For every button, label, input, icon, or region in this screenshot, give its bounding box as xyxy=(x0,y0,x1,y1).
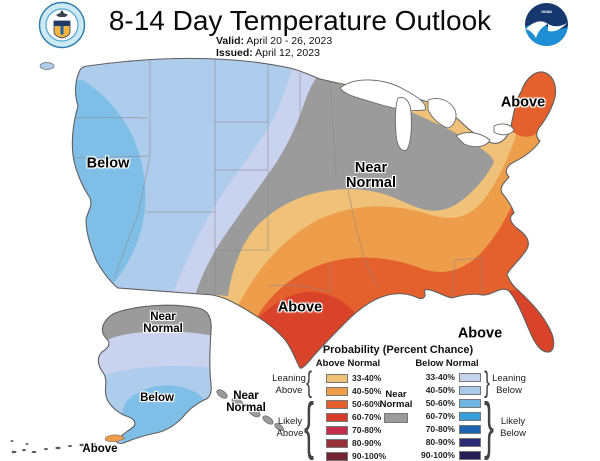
noaa-logo: noaa xyxy=(525,3,568,46)
legend-range-below: 80-90% xyxy=(425,437,455,447)
issued-value: April 12, 2023 xyxy=(255,47,320,59)
legend-range-below: 50-60% xyxy=(425,398,455,408)
legend-below-header: Below Normal xyxy=(415,358,479,369)
legend-range-below: 60-70% xyxy=(425,411,455,421)
legend-swatch-above-40-50 xyxy=(326,387,348,396)
legend-likely-above: Likely Above xyxy=(276,416,304,439)
label-panhandle-near-normal: Near Normal xyxy=(226,390,266,414)
aleutian-islands xyxy=(10,440,96,454)
legend-likely-below: Likely Below xyxy=(500,416,526,439)
legend-swatch-near-normal xyxy=(384,413,408,423)
label-aleutians-above: Above xyxy=(82,443,118,456)
page-title: 8-14 Day Temperature Outlook xyxy=(108,5,492,36)
valid-label: Valid: xyxy=(216,35,245,47)
label-northeast-above: Above xyxy=(500,94,546,111)
legend-swatch-below-70-80 xyxy=(459,425,481,434)
legend-range-above: 40-50% xyxy=(352,386,382,396)
legend-swatch-above-50-60 xyxy=(326,400,348,409)
great-lakes xyxy=(339,79,515,151)
legend-swatch-above-70-80 xyxy=(326,426,348,435)
legend-swatch-above-80-90 xyxy=(326,439,348,448)
noaa-logo-text: noaa xyxy=(541,9,552,14)
legend-swatch-below-80-90 xyxy=(459,438,481,447)
brace-likely-above: { xyxy=(304,390,315,461)
aleutians-above-sliver xyxy=(104,434,126,442)
valid-issued-block: Valid: April 20 - 26, 2023 Issued: April… xyxy=(216,35,332,59)
legend-range-above: 33-40% xyxy=(352,373,382,383)
pacific-northwest-islands xyxy=(39,62,55,70)
legend-range-above: 60-70% xyxy=(352,412,382,422)
legend-near-normal-label: Near Normal xyxy=(379,389,413,410)
label-alaska-near-normal: Near Normal xyxy=(143,311,183,335)
brace-likely-below: } xyxy=(484,390,495,461)
legend-range-above: 90-100% xyxy=(352,451,387,461)
label-midwest-near-normal: Near Normal xyxy=(346,159,396,191)
legend-leaning-below: Leaning Below xyxy=(492,373,526,396)
legend-range-below: 70-80% xyxy=(425,424,455,434)
legend-range-below: 90-100% xyxy=(420,450,455,460)
commerce-seal-logo xyxy=(38,1,86,49)
legend-title: Probability (Percent Chance) xyxy=(322,344,474,356)
legend-swatch-below-33-40 xyxy=(459,373,481,382)
legend-above-header: Above Normal xyxy=(315,358,381,369)
issued-label: Issued: xyxy=(216,47,253,59)
legend-range-above: 50-60% xyxy=(352,399,382,409)
region-above-60-70-florida xyxy=(493,285,556,362)
legend-leaning-above: Leaning Above xyxy=(272,373,306,396)
region-near-normal xyxy=(196,76,494,296)
alaska-panhandle-islands xyxy=(216,389,284,431)
legend-range-below: 33-40% xyxy=(425,372,455,382)
legend-range-above: 80-90% xyxy=(352,438,382,448)
conus-outline xyxy=(71,57,557,369)
brace-leaning-above: { xyxy=(306,366,313,399)
legend-swatch-below-90-100 xyxy=(459,451,481,460)
legend-range-above: 70-80% xyxy=(352,425,382,435)
label-west-below: Below xyxy=(86,155,130,172)
label-alaska-below: Below xyxy=(140,392,174,405)
valid-value: April 20 - 26, 2023 xyxy=(246,35,333,47)
legend-swatch-above-60-70 xyxy=(326,413,348,422)
label-texas-above: Above xyxy=(277,299,323,316)
legend-swatch-below-50-60 xyxy=(459,399,481,408)
legend-range-below: 40-50% xyxy=(425,385,455,395)
legend-swatch-above-33-40 xyxy=(326,374,348,383)
legend-swatch-below-60-70 xyxy=(459,412,481,421)
label-florida-above: Above xyxy=(457,325,503,342)
brace-leaning-below: } xyxy=(484,366,491,399)
legend-swatch-below-40-50 xyxy=(459,386,481,395)
legend-swatch-above-90-100 xyxy=(326,452,348,461)
